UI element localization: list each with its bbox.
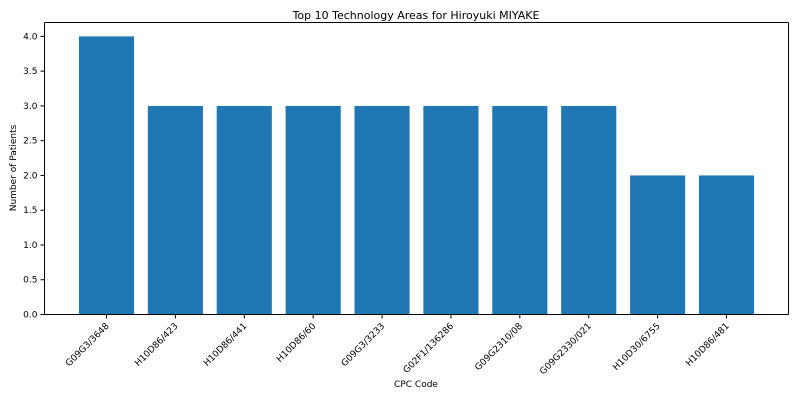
bar-G02F1/136286	[423, 106, 478, 315]
x-tick-label: G09G3/3233	[340, 322, 387, 369]
bar-H10D86/481	[699, 175, 754, 314]
chart-title: Top 10 Technology Areas for Hiroyuki MIY…	[292, 9, 540, 22]
x-tick-label: G09G3/3648	[64, 321, 112, 369]
bar-G09G2310/08	[492, 106, 547, 315]
y-axis-label: Number of Patients	[9, 124, 19, 211]
x-axis-ticks: G09G3/3648 H10D86/423 H10D86/441 H10D86/60 G…	[64, 315, 731, 378]
x-tick-label: G09G2330/021	[538, 322, 594, 378]
y-tick-label: 2.0	[23, 171, 38, 181]
y-tick-label: 0.0	[23, 311, 38, 321]
x-tick-label: H10D86/423	[133, 322, 180, 369]
bar-G09G3/3233	[355, 106, 410, 315]
bar-H10D86/423	[148, 106, 203, 315]
y-tick-label: 1.0	[23, 241, 38, 251]
bar-H10D86/441	[217, 106, 272, 315]
bar-H10D86/60	[286, 106, 341, 315]
x-tick-label: H10D30/6755	[611, 322, 662, 373]
x-tick-label: G02F1/136286	[402, 321, 456, 375]
y-tick-label: 3.5	[23, 67, 37, 77]
y-tick-label: 0.5	[23, 276, 37, 286]
y-axis-ticks: 0.0 0.5 1.0 1.5 2.0 2.5 3.0 3.5 4.0	[23, 32, 44, 320]
plot-area	[79, 36, 754, 314]
y-tick-label: 2.5	[23, 137, 37, 147]
x-axis-label: CPC Code	[394, 380, 438, 390]
bar-G09G2330/021	[561, 106, 616, 315]
y-tick-label: 4.0	[23, 32, 38, 42]
x-tick-label: H10D86/441	[202, 322, 249, 369]
y-tick-label: 3.0	[23, 102, 38, 112]
x-tick-label: H10D86/60	[275, 321, 318, 364]
y-tick-label: 1.5	[23, 206, 37, 216]
bar-H10D30/6755	[630, 175, 685, 314]
x-tick-label: H10D86/481	[684, 322, 731, 369]
bar-G09G3/3648	[79, 36, 134, 314]
x-tick-label: G09G2310/08	[473, 321, 525, 373]
